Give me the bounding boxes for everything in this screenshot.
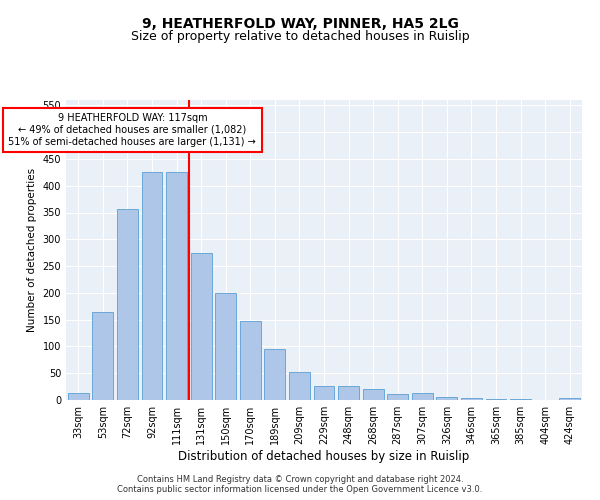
Bar — [166, 172, 187, 400]
Y-axis label: Number of detached properties: Number of detached properties — [27, 168, 37, 332]
Text: 9 HEATHERFOLD WAY: 117sqm
← 49% of detached houses are smaller (1,082)
51% of se: 9 HEATHERFOLD WAY: 117sqm ← 49% of detac… — [8, 114, 256, 146]
Bar — [314, 386, 334, 400]
Bar — [485, 399, 506, 400]
Bar — [240, 320, 261, 400]
Bar — [265, 348, 286, 400]
Bar — [289, 372, 310, 400]
Bar — [215, 293, 236, 400]
Bar — [412, 393, 433, 400]
Text: 9, HEATHERFOLD WAY, PINNER, HA5 2LG: 9, HEATHERFOLD WAY, PINNER, HA5 2LG — [142, 18, 458, 32]
Bar — [92, 312, 113, 400]
Bar — [362, 390, 383, 400]
Bar — [142, 172, 163, 400]
Text: Contains HM Land Registry data © Crown copyright and database right 2024.
Contai: Contains HM Land Registry data © Crown c… — [118, 474, 482, 494]
X-axis label: Distribution of detached houses by size in Ruislip: Distribution of detached houses by size … — [178, 450, 470, 463]
Bar — [461, 398, 482, 400]
Bar — [68, 392, 89, 400]
Bar — [117, 209, 138, 400]
Bar — [191, 252, 212, 400]
Bar — [436, 398, 457, 400]
Bar — [559, 398, 580, 400]
Bar — [338, 386, 359, 400]
Text: Size of property relative to detached houses in Ruislip: Size of property relative to detached ho… — [131, 30, 469, 43]
Bar — [387, 394, 408, 400]
